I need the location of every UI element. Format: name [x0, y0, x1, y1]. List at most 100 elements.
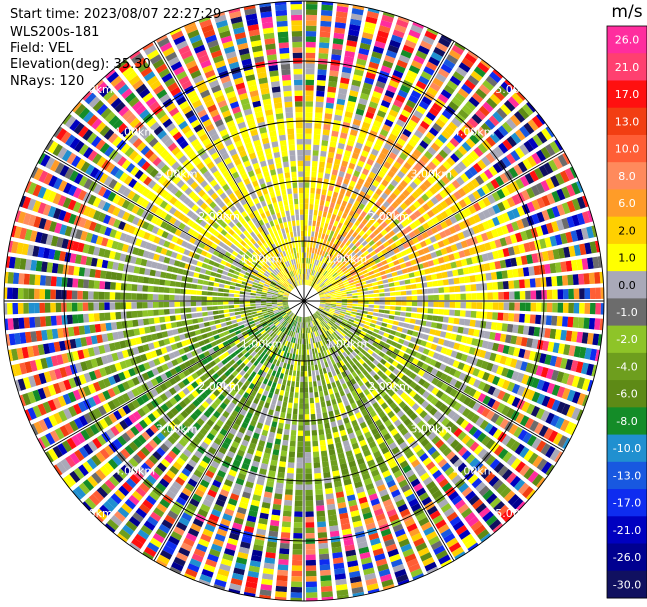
velocity-bin [457, 231, 465, 240]
velocity-bin [266, 295, 272, 298]
velocity-bin [328, 248, 334, 255]
velocity-bin [463, 385, 472, 395]
velocity-bin [460, 125, 471, 136]
velocity-bin [280, 412, 286, 419]
velocity-bin [369, 225, 377, 232]
velocity-bin [334, 311, 340, 315]
velocity-bin [477, 143, 488, 154]
velocity-bin [369, 335, 376, 342]
velocity-bin [380, 229, 388, 236]
velocity-bin [521, 374, 530, 385]
velocity-bin [83, 267, 91, 277]
velocity-bin [377, 30, 389, 39]
velocity-bin [305, 327, 308, 334]
velocity-bin [485, 321, 492, 330]
velocity-bin [125, 292, 132, 300]
velocity-bin [271, 302, 278, 305]
velocity-bin [461, 57, 474, 69]
velocity-bin [272, 393, 279, 400]
velocity-bin [342, 231, 348, 238]
velocity-bin [316, 248, 321, 255]
velocity-bin [305, 263, 308, 269]
velocity-bin [313, 139, 320, 146]
velocity-bin [136, 293, 143, 300]
velocity-bin [321, 285, 327, 290]
velocity-bin [323, 118, 332, 125]
velocity-bin [330, 421, 337, 428]
velocity-bin [281, 521, 291, 528]
velocity-bin [213, 282, 220, 287]
velocity-bin [398, 338, 405, 345]
velocity-bin [425, 341, 433, 349]
velocity-bin [347, 266, 354, 272]
velocity-bin [357, 160, 365, 168]
velocity-bin [589, 241, 598, 254]
velocity-bin [104, 302, 110, 311]
velocity-bin [340, 257, 346, 263]
velocity-bin [431, 206, 440, 215]
velocity-bin [467, 117, 479, 128]
velocity-bin [340, 309, 347, 312]
velocity-bin [463, 396, 472, 406]
velocity-bin [409, 278, 416, 284]
velocity-bin [440, 34, 453, 43]
velocity-bin [405, 247, 413, 255]
velocity-bin [332, 125, 340, 132]
velocity-bin [295, 354, 298, 361]
velocity-bin [315, 101, 324, 108]
velocity-bin [449, 294, 456, 300]
velocity-bin [347, 249, 354, 255]
velocity-bin [309, 392, 314, 399]
velocity-bin [394, 24, 407, 34]
velocity-bin [314, 285, 320, 290]
velocity-bin [309, 397, 315, 404]
velocity-bin [536, 211, 545, 223]
velocity-bin [520, 230, 528, 241]
velocity-bin [450, 244, 458, 252]
velocity-bin [373, 308, 380, 313]
velocity-bin [329, 365, 335, 372]
velocity-bin [352, 303, 358, 307]
velocity-bin [306, 338, 309, 345]
velocity-bin [333, 32, 345, 40]
velocity-bin [361, 327, 368, 333]
velocity-bin [364, 352, 371, 359]
velocity-bin [452, 71, 465, 82]
velocity-bin [387, 205, 395, 213]
velocity-bin [417, 396, 426, 405]
velocity-bin [434, 168, 444, 178]
velocity-bin [333, 312, 340, 317]
velocity-bin [381, 274, 388, 280]
velocity-bin [304, 398, 309, 404]
velocity-bin [350, 157, 358, 165]
velocity-bin [550, 175, 560, 188]
velocity-bin [532, 455, 543, 468]
velocity-bin [292, 370, 297, 377]
velocity-bin [557, 247, 566, 259]
velocity-bin [402, 340, 410, 347]
velocity-bin [325, 273, 331, 278]
velocity-bin [396, 206, 404, 214]
velocity-bin [312, 220, 317, 227]
velocity-bin [372, 90, 382, 99]
velocity-bin [302, 338, 304, 345]
velocity-bin [533, 326, 541, 337]
velocity-bin [389, 292, 396, 296]
velocity-bin [417, 159, 426, 168]
velocity-bin [536, 379, 545, 391]
velocity-bin [310, 413, 316, 420]
velocity-bin [411, 191, 420, 200]
velocity-bin [522, 325, 530, 335]
velocity-bin [489, 352, 497, 362]
velocity-bin [539, 238, 547, 249]
velocity-bin [515, 461, 526, 473]
velocity-bin [363, 272, 370, 278]
velocity-bin [174, 295, 180, 301]
velocity-bin [505, 407, 515, 419]
velocity-bin [142, 302, 148, 309]
velocity-bin [322, 384, 328, 391]
velocity-bin [413, 384, 422, 392]
velocity-bin [324, 361, 329, 368]
velocity-bin [415, 319, 422, 325]
velocity-bin [73, 326, 80, 336]
